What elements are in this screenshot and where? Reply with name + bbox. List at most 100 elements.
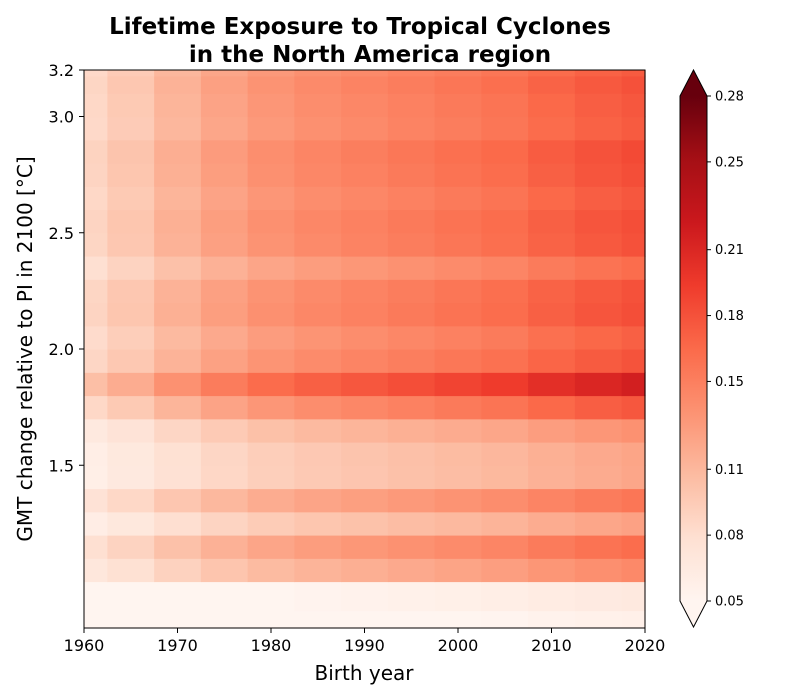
- heatmap-cell: [528, 349, 576, 373]
- heatmap-cell: [621, 302, 646, 327]
- heatmap-cell: [574, 511, 623, 536]
- y-axis-label: GMT change relative to PI in 2100 [°C]: [13, 156, 37, 541]
- heatmap-cell: [107, 70, 155, 77]
- colorbar-gradient: [680, 96, 707, 601]
- heatmap-cell: [574, 302, 623, 327]
- heatmap-cell: [528, 139, 576, 164]
- heatmap-cell: [84, 465, 108, 490]
- heatmap-cell: [341, 395, 389, 420]
- heatmap-cell: [434, 302, 482, 327]
- heatmap-cell: [387, 395, 436, 420]
- heatmap-cell: [294, 558, 342, 583]
- y-tick-label: 3.2: [49, 61, 74, 80]
- chart-title-line-2: in the North America region: [189, 42, 551, 68]
- heatmap-cell: [528, 75, 576, 94]
- heatmap-cell: [387, 610, 436, 629]
- heatmap-cell: [434, 372, 482, 397]
- heatmap-cell: [574, 581, 623, 612]
- colorbar-tick-label: 0.28: [715, 90, 744, 105]
- heatmap-cell: [341, 302, 389, 327]
- heatmap-cell: [434, 442, 482, 466]
- heatmap-cell: [528, 70, 576, 77]
- heatmap-cell: [481, 116, 529, 141]
- heatmap-cell: [341, 70, 389, 77]
- heatmap-cell: [154, 75, 202, 94]
- heatmap-cell: [434, 610, 482, 629]
- heatmap-cell: [528, 558, 576, 583]
- heatmap-cell: [247, 442, 295, 466]
- heatmap-cell: [434, 139, 482, 164]
- heatmap-cell: [574, 465, 623, 490]
- heatmap-cell: [621, 372, 646, 397]
- heatmap-cell: [621, 511, 646, 536]
- heatmap-cell: [247, 70, 295, 77]
- heatmap-cell: [528, 186, 576, 211]
- heatmap-cell: [574, 325, 623, 350]
- x-tick-label: 1970: [157, 636, 198, 655]
- heatmap-cell: [387, 139, 436, 164]
- heatmap-cell: [84, 372, 108, 397]
- heatmap-cell: [154, 581, 202, 612]
- heatmap-cell: [341, 116, 389, 141]
- heatmap-cell: [107, 511, 155, 536]
- heatmap-cell: [621, 418, 646, 443]
- heatmap-cell: [434, 325, 482, 350]
- heatmap-cell: [247, 535, 295, 559]
- heatmap-cell: [528, 465, 576, 490]
- heatmap-cell: [107, 302, 155, 327]
- heatmap-cell: [387, 418, 436, 443]
- heatmap-cell: [200, 535, 249, 559]
- x-tick-label: 1960: [64, 636, 105, 655]
- heatmap-cell: [154, 395, 202, 420]
- heatmap-cell: [294, 93, 342, 118]
- heatmap-cell: [247, 349, 295, 373]
- heatmap-cell: [387, 75, 436, 94]
- heatmap-cell: [200, 372, 249, 397]
- heatmap-cell: [481, 325, 529, 350]
- heatmap-cell: [200, 93, 249, 118]
- heatmap-cell: [154, 186, 202, 211]
- heatmap-cell: [481, 418, 529, 443]
- heatmap-cell: [621, 256, 646, 280]
- heatmap-cell: [107, 209, 155, 234]
- heatmap-cell: [574, 163, 623, 187]
- heatmap-cell: [200, 581, 249, 612]
- heatmap-cell: [387, 511, 436, 536]
- heatmap-cell: [341, 442, 389, 466]
- heatmap-cell: [341, 511, 389, 536]
- heatmap-cell: [434, 186, 482, 211]
- x-tick-label: 2020: [625, 636, 666, 655]
- heatmap-cell: [154, 93, 202, 118]
- heatmap-cell: [574, 139, 623, 164]
- heatmap-cell: [621, 442, 646, 466]
- heatmap-cell: [247, 511, 295, 536]
- heatmap-cell: [154, 488, 202, 513]
- heatmap-cell: [341, 209, 389, 234]
- heatmap-cell: [434, 488, 482, 513]
- heatmap-cell: [200, 186, 249, 211]
- heatmap-cell: [107, 558, 155, 583]
- x-tick-label: 2010: [531, 636, 572, 655]
- heatmap-cell: [481, 610, 529, 629]
- heatmap-cell: [84, 279, 108, 304]
- heatmap-cell: [528, 418, 576, 443]
- heatmap-cell: [574, 488, 623, 513]
- heatmap-cell: [621, 139, 646, 164]
- heatmap-cell: [107, 279, 155, 304]
- heatmap-cell: [481, 139, 529, 164]
- heatmap-cell: [434, 418, 482, 443]
- heatmap-cell: [528, 511, 576, 536]
- heatmap-cell: [294, 302, 342, 327]
- heatmap-cell: [387, 372, 436, 397]
- heatmap-cell: [481, 442, 529, 466]
- heatmap-cell: [294, 116, 342, 141]
- heatmap-cell: [621, 558, 646, 583]
- heatmap-cell: [574, 186, 623, 211]
- heatmap-cell: [247, 325, 295, 350]
- heatmap-cell: [84, 116, 108, 141]
- heatmap-cell: [200, 116, 249, 141]
- heatmap-cell: [200, 256, 249, 280]
- heatmap-cell: [294, 186, 342, 211]
- heatmap-cell: [154, 610, 202, 629]
- heatmap-cell: [434, 349, 482, 373]
